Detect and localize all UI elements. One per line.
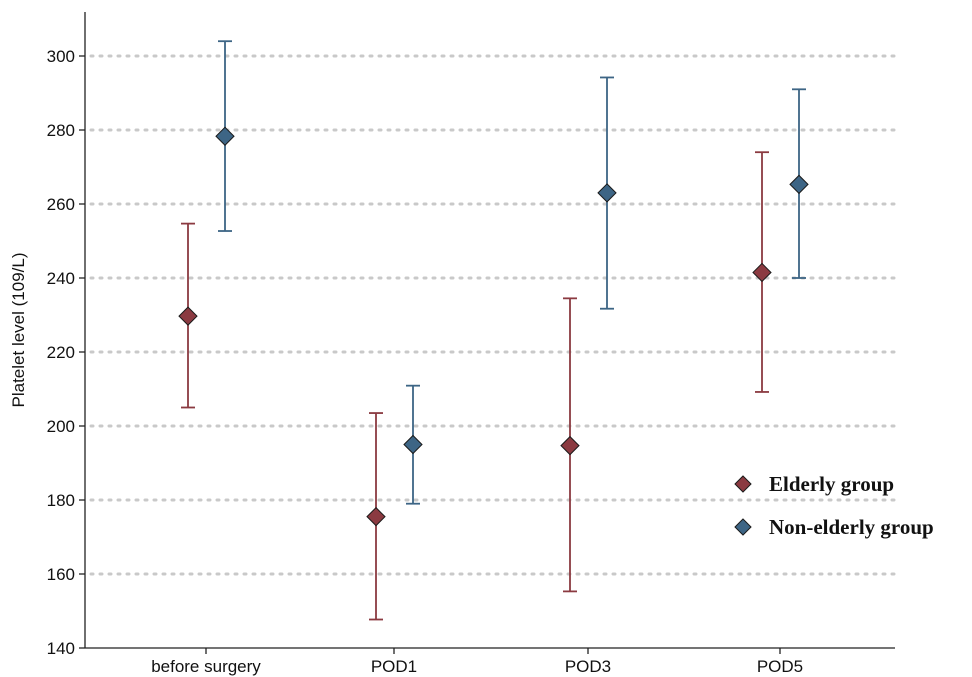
series-elderly — [178, 151, 772, 621]
legend: Elderly group Non-elderly group — [734, 472, 934, 539]
y-tick-label: 180 — [47, 491, 75, 510]
y-tick-label: 160 — [47, 565, 75, 584]
gridlines — [89, 54, 897, 576]
x-tick-label: before surgery — [151, 657, 261, 676]
data-point — [560, 435, 580, 456]
y-tick-label: 300 — [47, 47, 75, 66]
x-tick-label: POD5 — [757, 657, 803, 676]
y-tick-label: 200 — [47, 417, 75, 436]
series-non-elderly — [215, 40, 809, 505]
axes — [84, 12, 895, 649]
y-axis-title: Platelet level (109/L) — [9, 253, 28, 408]
x-tick-label: POD1 — [371, 657, 417, 676]
y-tick-label: 260 — [47, 195, 75, 214]
y-tick-label: 140 — [47, 639, 75, 658]
x-ticks: before surgery POD1 POD3 POD5 — [151, 648, 803, 676]
y-tick-label: 280 — [47, 121, 75, 140]
y-tick-label: 220 — [47, 343, 75, 362]
x-tick-label: POD3 — [565, 657, 611, 676]
legend-label: Non-elderly group — [769, 515, 934, 539]
data-point — [366, 506, 386, 527]
y-tick-label: 240 — [47, 269, 75, 288]
data-point — [752, 262, 772, 283]
legend-marker — [734, 475, 752, 493]
series-layer — [178, 40, 809, 621]
y-ticks: 140 160 180 200 220 240 260 280 300 — [47, 47, 85, 658]
data-point — [597, 183, 617, 203]
legend-marker — [734, 518, 752, 536]
data-point — [178, 306, 198, 326]
data-point — [215, 126, 235, 146]
data-point — [403, 434, 423, 455]
legend-label: Elderly group — [769, 472, 894, 496]
data-point — [789, 174, 809, 195]
